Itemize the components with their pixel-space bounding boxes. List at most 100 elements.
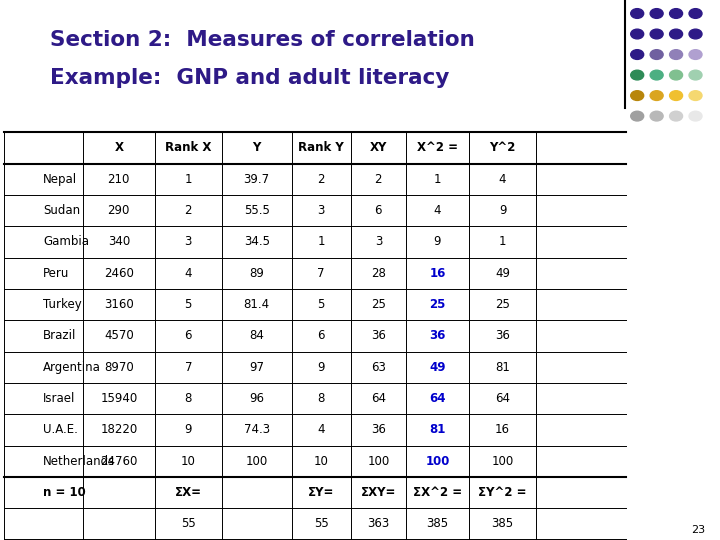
Circle shape: [670, 91, 683, 100]
Text: 25: 25: [495, 298, 510, 311]
Text: 5: 5: [318, 298, 325, 311]
Text: 8970: 8970: [104, 361, 134, 374]
Text: Y^2: Y^2: [490, 141, 516, 154]
Text: 55: 55: [181, 517, 196, 530]
Text: 36: 36: [371, 423, 386, 436]
Circle shape: [689, 70, 702, 80]
Text: ΣY=: ΣY=: [308, 486, 334, 499]
Circle shape: [689, 29, 702, 39]
Text: 290: 290: [107, 204, 130, 217]
Text: Sudan: Sudan: [43, 204, 81, 217]
Text: 7: 7: [318, 267, 325, 280]
Text: U.A.E.: U.A.E.: [43, 423, 78, 436]
Circle shape: [631, 111, 644, 121]
Text: 3: 3: [184, 235, 192, 248]
Circle shape: [631, 50, 644, 59]
Text: Netherlands: Netherlands: [43, 455, 115, 468]
Text: 385: 385: [492, 517, 513, 530]
Text: 2: 2: [184, 204, 192, 217]
Text: Israel: Israel: [43, 392, 76, 405]
Text: 81: 81: [495, 361, 510, 374]
Text: 10: 10: [181, 455, 196, 468]
Text: 24760: 24760: [100, 455, 138, 468]
Circle shape: [689, 91, 702, 100]
Text: 1: 1: [499, 235, 506, 248]
Text: 5: 5: [184, 298, 192, 311]
Text: 100: 100: [367, 455, 390, 468]
Text: 10: 10: [314, 455, 328, 468]
Text: 84: 84: [249, 329, 264, 342]
Text: 2460: 2460: [104, 267, 134, 280]
Text: Nepal: Nepal: [43, 173, 77, 186]
Text: 4: 4: [184, 267, 192, 280]
Text: 55.5: 55.5: [244, 204, 269, 217]
Text: 9: 9: [318, 361, 325, 374]
Text: Argentina: Argentina: [43, 361, 101, 374]
Text: 81: 81: [429, 423, 446, 436]
Text: 3160: 3160: [104, 298, 134, 311]
Text: 28: 28: [371, 267, 386, 280]
Text: 340: 340: [108, 235, 130, 248]
Text: 3: 3: [318, 204, 325, 217]
Text: 64: 64: [495, 392, 510, 405]
Text: 6: 6: [318, 329, 325, 342]
Text: X: X: [114, 141, 123, 154]
Text: 2: 2: [374, 173, 382, 186]
Circle shape: [631, 91, 644, 100]
Text: 34.5: 34.5: [243, 235, 270, 248]
Circle shape: [650, 9, 663, 18]
Text: 97: 97: [249, 361, 264, 374]
Text: 49: 49: [495, 267, 510, 280]
Text: 1: 1: [433, 173, 441, 186]
Text: 4: 4: [318, 423, 325, 436]
Text: 8: 8: [184, 392, 192, 405]
Text: n = 10: n = 10: [43, 486, 86, 499]
Text: 64: 64: [429, 392, 446, 405]
Text: 4: 4: [499, 173, 506, 186]
Text: ΣX=: ΣX=: [175, 486, 202, 499]
Circle shape: [650, 111, 663, 121]
Text: ΣXY=: ΣXY=: [361, 486, 396, 499]
Circle shape: [670, 29, 683, 39]
Text: 9: 9: [499, 204, 506, 217]
Text: 15940: 15940: [100, 392, 138, 405]
Text: 96: 96: [249, 392, 264, 405]
Text: Gambia: Gambia: [43, 235, 89, 248]
Text: 9: 9: [184, 423, 192, 436]
Text: 100: 100: [492, 455, 513, 468]
Text: 36: 36: [495, 329, 510, 342]
Text: 36: 36: [371, 329, 386, 342]
Text: XY: XY: [369, 141, 387, 154]
Circle shape: [650, 29, 663, 39]
Text: 64: 64: [371, 392, 386, 405]
Text: Section 2:  Measures of correlation: Section 2: Measures of correlation: [50, 30, 475, 50]
Circle shape: [689, 9, 702, 18]
Text: X^2 =: X^2 =: [417, 141, 458, 154]
Text: 4570: 4570: [104, 329, 134, 342]
Text: ΣX^2 =: ΣX^2 =: [413, 486, 462, 499]
Text: Brazil: Brazil: [43, 329, 76, 342]
Text: Rank Y: Rank Y: [298, 141, 344, 154]
Text: Rank X: Rank X: [165, 141, 212, 154]
Text: 25: 25: [371, 298, 386, 311]
Text: 1: 1: [184, 173, 192, 186]
Circle shape: [689, 50, 702, 59]
Circle shape: [670, 111, 683, 121]
Text: 7: 7: [184, 361, 192, 374]
Text: Y: Y: [253, 141, 261, 154]
Text: 74.3: 74.3: [243, 423, 270, 436]
Text: 9: 9: [433, 235, 441, 248]
Circle shape: [670, 70, 683, 80]
Text: 81.4: 81.4: [243, 298, 270, 311]
Circle shape: [650, 91, 663, 100]
Text: 363: 363: [367, 517, 390, 530]
Circle shape: [631, 29, 644, 39]
Text: 36: 36: [429, 329, 446, 342]
Text: 18220: 18220: [100, 423, 138, 436]
Text: 6: 6: [374, 204, 382, 217]
Text: 55: 55: [314, 517, 328, 530]
Circle shape: [650, 70, 663, 80]
Text: Peru: Peru: [43, 267, 70, 280]
Circle shape: [670, 50, 683, 59]
Text: 6: 6: [184, 329, 192, 342]
